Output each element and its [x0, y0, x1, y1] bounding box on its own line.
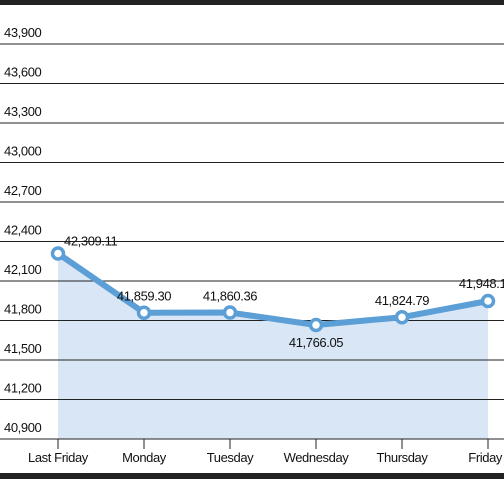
bottom-border	[0, 473, 504, 479]
data-label: 41,860.36	[203, 289, 257, 304]
data-label: 41,824.79	[375, 293, 429, 308]
data-label: 41,859.30	[117, 289, 171, 304]
y-tick-label: 43,900	[4, 25, 42, 40]
y-tick-label: 42,100	[4, 262, 42, 277]
x-tick-label: Thursday	[377, 450, 429, 465]
y-tick-label: 42,700	[4, 183, 42, 198]
point	[136, 305, 152, 320]
area-layer	[58, 253, 488, 439]
data-label: 41,766.05	[289, 335, 343, 350]
x-tick-label: Last Friday	[28, 450, 89, 465]
y-tick-label: 43,600	[4, 65, 42, 80]
top-border	[0, 0, 504, 5]
y-tick-label: 41,200	[4, 381, 42, 396]
data-label: 41,948.16	[459, 276, 504, 291]
y-tick-label: 41,500	[4, 341, 42, 356]
x-tick-label: Wednesday	[284, 450, 350, 465]
y-tick-label: 42,400	[4, 223, 42, 238]
point	[480, 293, 496, 309]
point	[394, 309, 410, 325]
x-tick-label: Monday	[122, 450, 167, 465]
x-tick-label: Tuesday	[207, 450, 254, 465]
data-label: 42,309.11	[64, 233, 117, 248]
x-tick-label: Friday	[468, 450, 503, 465]
grid-layer: 40,900 41,200 41,500 41,800 42,100 42,400 42,7…	[0, 25, 504, 465]
y-tick-label: 43,300	[4, 104, 42, 119]
point	[50, 246, 66, 261]
point	[222, 305, 238, 320]
y-tick-label: 41,800	[4, 302, 42, 317]
y-tick-label: 43,000	[4, 144, 42, 159]
line	[56, 250, 489, 328]
y-tick-label: 40,900	[4, 420, 42, 435]
area	[58, 253, 488, 439]
point	[308, 317, 324, 333]
mark-layer: 42,309.11 41,859.30 41,860.36 41,766.05 41,8…	[50, 233, 504, 350]
